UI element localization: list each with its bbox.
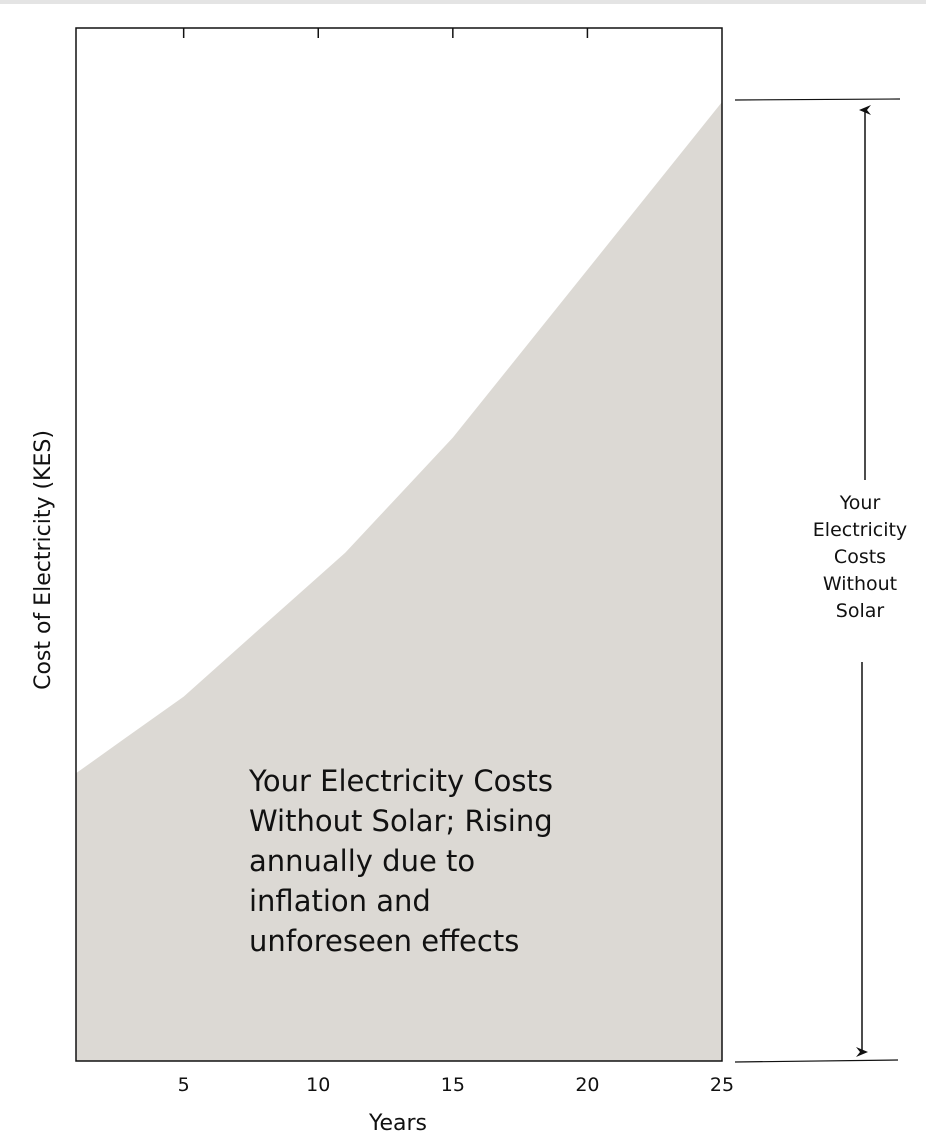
side-annotation-line: Without: [823, 573, 897, 595]
side-annotation-line: Electricity: [813, 519, 907, 541]
top-strip: [0, 0, 926, 4]
area-annotation-line: Without Solar; Rising: [249, 804, 553, 838]
x-tick-label: 10: [306, 1074, 330, 1096]
plot-frame: [75, 27, 723, 1062]
x-tick-labels: 5 10 15 20 25: [178, 1074, 734, 1096]
x-tick-label: 5: [178, 1074, 190, 1096]
y-axis-title: Cost of Electricity (KES): [31, 430, 56, 690]
side-annotation-line: Solar: [836, 600, 885, 622]
area-annotation-line: Your Electricity Costs: [248, 764, 553, 798]
x-axis-title: Years: [368, 1111, 427, 1136]
area-annotation-line: annually due to: [249, 844, 475, 878]
side-annotation-line: Your: [839, 492, 881, 514]
cost-area: [76, 102, 722, 1061]
side-annotation: Your Electricity Costs Without Solar: [813, 492, 907, 622]
area-annotation-line: unforeseen effects: [249, 924, 519, 958]
x-tick-label: 20: [575, 1074, 599, 1096]
area-annotation: Your Electricity Costs Without Solar; Ris…: [248, 764, 553, 958]
area-annotation-line: inflation and: [249, 884, 431, 918]
top-reference-line: [734, 98, 901, 101]
side-annotation-line: Costs: [834, 546, 886, 568]
bottom-reference-line: [734, 1059, 899, 1063]
x-tick-label: 25: [710, 1074, 734, 1096]
x-tick-label: 15: [441, 1074, 465, 1096]
top-ticks: [182, 28, 589, 38]
